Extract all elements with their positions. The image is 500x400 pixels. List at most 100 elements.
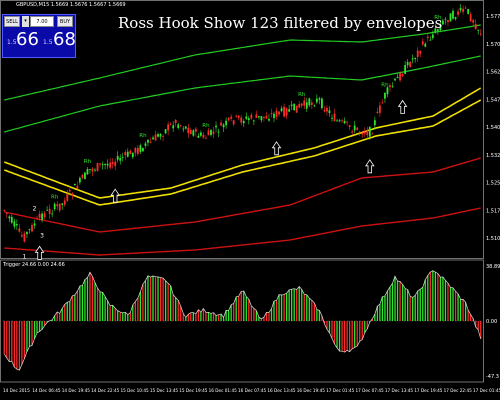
candle <box>295 105 298 113</box>
candle <box>333 108 336 122</box>
rh-marker: Rh <box>202 123 210 129</box>
candle-body <box>404 65 407 74</box>
candle-body <box>391 85 394 87</box>
candle <box>457 8 459 18</box>
candle <box>328 106 331 117</box>
candle-body <box>134 148 137 153</box>
rh-marker: Rh <box>381 82 389 88</box>
candle-body <box>139 145 142 152</box>
indicator-axis-label: -47.3 <box>486 374 499 380</box>
lot-decrease-icon[interactable]: ▾ <box>22 16 29 27</box>
pattern-label: 3 <box>40 232 44 239</box>
candle-body <box>328 110 331 114</box>
candle-body <box>15 224 18 226</box>
candle <box>396 73 399 79</box>
candle-body <box>351 131 354 133</box>
candle-body <box>273 113 275 119</box>
candle-body <box>222 124 225 128</box>
candle-body <box>33 223 36 226</box>
candle <box>192 129 195 137</box>
ask-price-big[interactable]: 68 <box>53 29 76 50</box>
candle <box>346 121 349 126</box>
candle-body <box>157 134 159 137</box>
candle-body <box>136 147 139 154</box>
pattern-label: 2 <box>33 205 37 212</box>
candle <box>86 166 89 175</box>
candle-body <box>346 121 349 123</box>
candle-body <box>8 216 11 219</box>
candle-body <box>419 51 422 54</box>
candle-body <box>310 102 313 106</box>
candle-body <box>189 129 192 135</box>
lower-envelope-lower <box>4 207 481 256</box>
bid-price-big[interactable]: 66 <box>16 29 39 50</box>
candle-body <box>353 125 356 131</box>
candle <box>421 38 424 47</box>
candle <box>169 122 172 126</box>
candle-body <box>215 125 217 128</box>
candle <box>142 147 144 153</box>
candle-body <box>313 105 316 107</box>
candle-body <box>454 17 457 20</box>
sell-button[interactable]: SELL <box>4 16 20 27</box>
chart-title: Ross Hook Show 123 filtered by envelopes <box>118 14 443 32</box>
candle <box>200 130 202 138</box>
candle-body <box>101 164 104 166</box>
candle <box>371 132 374 135</box>
buy-button[interactable]: BUY <box>57 16 73 27</box>
candle <box>240 115 243 126</box>
rh-marker: Rh <box>298 92 306 98</box>
candle-body <box>194 128 197 132</box>
candle-body <box>131 152 134 158</box>
candle <box>139 143 142 154</box>
time-axis-label: 17 Dec 07:45 <box>356 388 384 393</box>
candle <box>147 139 149 147</box>
candle <box>164 128 167 135</box>
candle <box>250 112 253 120</box>
candle-body <box>179 125 182 127</box>
candle <box>444 16 447 25</box>
candle-body <box>121 157 124 159</box>
candle-body <box>321 98 323 109</box>
candle-body <box>411 58 414 60</box>
candle <box>366 126 369 139</box>
candle <box>280 105 283 113</box>
candle-body <box>89 169 91 171</box>
candle <box>174 119 177 127</box>
candle-body <box>257 116 260 118</box>
candle <box>220 119 222 126</box>
indicator-signal-line <box>3 270 482 371</box>
candle-body <box>472 20 475 23</box>
candle <box>313 104 316 108</box>
candle-body <box>58 203 61 211</box>
candle <box>404 60 407 75</box>
candle <box>227 117 230 122</box>
lot-size-input[interactable]: 7.00 <box>30 16 54 27</box>
candle <box>10 214 13 224</box>
candle <box>373 116 376 130</box>
candle-body <box>263 116 265 118</box>
candle-body <box>174 119 177 123</box>
price-axis-label: 1.5101 <box>486 236 500 242</box>
candle <box>331 114 333 122</box>
candle <box>348 124 351 131</box>
candle-body <box>3 209 6 211</box>
candle-body <box>225 120 228 126</box>
candle-body <box>247 118 250 121</box>
candle <box>275 107 278 120</box>
candle <box>235 114 238 118</box>
candle <box>187 124 190 138</box>
candle <box>467 8 470 15</box>
candle <box>303 96 306 110</box>
candle-body <box>436 29 439 31</box>
candle <box>462 5 464 15</box>
candle <box>154 130 157 141</box>
candle-body <box>104 163 107 166</box>
time-axis-label: 14 Dec 19:45 <box>62 388 90 393</box>
candle-body <box>99 163 101 165</box>
candle-body <box>21 235 23 237</box>
upper-envelope-outer <box>4 24 481 101</box>
candle-body <box>333 113 336 122</box>
